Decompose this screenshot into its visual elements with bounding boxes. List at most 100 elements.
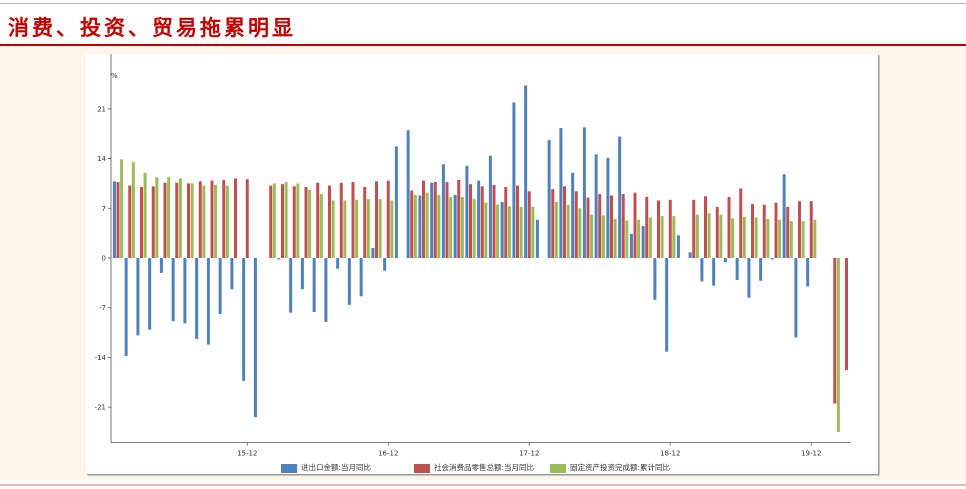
bar-trade xyxy=(641,226,645,258)
bar-trade xyxy=(712,258,716,286)
bar-investment xyxy=(437,194,441,258)
bar-trade xyxy=(488,155,492,258)
bar-trade xyxy=(406,130,410,258)
bar-investment xyxy=(131,162,135,258)
bar-retail xyxy=(480,186,484,258)
bar-investment xyxy=(601,215,605,258)
bar-investment xyxy=(472,199,476,258)
y-tick-label: 21 xyxy=(97,105,106,113)
bar-trade xyxy=(794,258,798,338)
bar-retail xyxy=(351,182,355,258)
bar-investment xyxy=(167,177,171,258)
legend-label-trade: 进出口金额:当月同比 xyxy=(301,463,372,472)
bar-retail xyxy=(551,189,555,258)
bar-retail xyxy=(527,191,531,258)
x-tick-label: 16-12 xyxy=(378,450,398,458)
bar-trade xyxy=(277,258,281,260)
x-tick-label: 17-12 xyxy=(519,450,539,458)
bar-retail xyxy=(504,187,508,258)
bar-investment xyxy=(531,206,535,258)
bar-trade xyxy=(618,136,622,258)
x-tick-label: 19-12 xyxy=(801,450,821,458)
y-tick-label: -14 xyxy=(95,354,107,362)
bar-trade xyxy=(300,258,304,290)
bar-investment xyxy=(778,219,782,258)
bar-trade xyxy=(230,258,234,290)
bar-trade xyxy=(723,258,727,263)
bar-investment xyxy=(707,213,711,258)
bar-trade xyxy=(253,258,257,418)
bar-investment xyxy=(366,199,370,258)
bar-investment xyxy=(343,200,347,258)
bar-investment xyxy=(178,178,182,258)
bar-chart: % -21 -14 -7 0 7 14 21 15-12 16-12 17-12 18-12 19-1… xyxy=(95,54,851,458)
bar-investment xyxy=(225,185,229,258)
bar-retail xyxy=(645,196,649,258)
bar-retail xyxy=(140,187,143,258)
bar-trade xyxy=(559,128,563,258)
bar-trade xyxy=(676,235,680,258)
bar-retail xyxy=(163,182,167,258)
bar-retail xyxy=(445,182,449,258)
bar-trade xyxy=(806,258,810,287)
bar-trade xyxy=(359,258,363,297)
bar-investment xyxy=(390,200,394,258)
bar-investment xyxy=(836,258,840,432)
bar-investment xyxy=(507,206,511,258)
y-unit-label: % xyxy=(111,72,118,80)
bar-investment xyxy=(578,208,582,258)
bar-retail xyxy=(210,180,214,258)
bar-investment xyxy=(672,216,676,258)
bar-trade xyxy=(171,258,175,322)
bar-investment xyxy=(637,219,641,258)
bar-retail xyxy=(386,180,390,258)
bar-retail xyxy=(234,178,237,258)
top-rule xyxy=(0,3,966,4)
bar-investment xyxy=(308,189,312,258)
bar-investment xyxy=(801,221,805,258)
bar-retail xyxy=(657,200,660,258)
bar-trade xyxy=(159,258,163,273)
bar-investment xyxy=(190,183,194,258)
bar-retail xyxy=(328,185,331,258)
bar-investment xyxy=(660,216,664,258)
bar-retail xyxy=(187,183,190,258)
bar-retail xyxy=(739,188,743,258)
bar-trade xyxy=(653,258,657,300)
bar-investment xyxy=(319,194,323,258)
bar-trade xyxy=(148,258,152,330)
bar-retail xyxy=(151,186,155,258)
bar-trade xyxy=(242,258,246,381)
bar-retail xyxy=(198,181,202,258)
bar-retail xyxy=(633,192,637,258)
bar-retail xyxy=(281,184,284,258)
bar-trade xyxy=(759,258,763,281)
bar-retail xyxy=(845,258,848,371)
bar-layer xyxy=(112,85,848,432)
x-tick-label: 15-12 xyxy=(237,450,257,458)
bar-trade xyxy=(183,258,187,324)
bar-trade xyxy=(289,258,293,313)
bar-investment xyxy=(120,159,124,258)
bar-trade xyxy=(688,252,692,258)
bar-retail xyxy=(492,184,496,258)
bar-retail xyxy=(304,187,308,258)
bar-retail xyxy=(316,182,320,258)
bar-trade xyxy=(324,258,328,322)
y-tick-label: -21 xyxy=(95,404,106,412)
bar-trade xyxy=(535,219,539,258)
bar-trade xyxy=(136,258,140,336)
bar-trade xyxy=(477,180,481,258)
bar-trade xyxy=(524,85,528,258)
bar-trade xyxy=(218,258,222,315)
bar-investment xyxy=(425,192,429,258)
bar-retail xyxy=(422,180,425,258)
bar-trade xyxy=(371,248,375,258)
bar-trade xyxy=(206,258,210,345)
legend-label-retail: 社会消费品零售总额:当月同比 xyxy=(434,463,535,472)
bar-trade xyxy=(770,258,774,260)
bar-retail xyxy=(574,191,578,258)
bar-investment xyxy=(731,218,735,258)
bar-trade xyxy=(112,181,116,258)
legend-swatch-investment xyxy=(550,463,566,473)
